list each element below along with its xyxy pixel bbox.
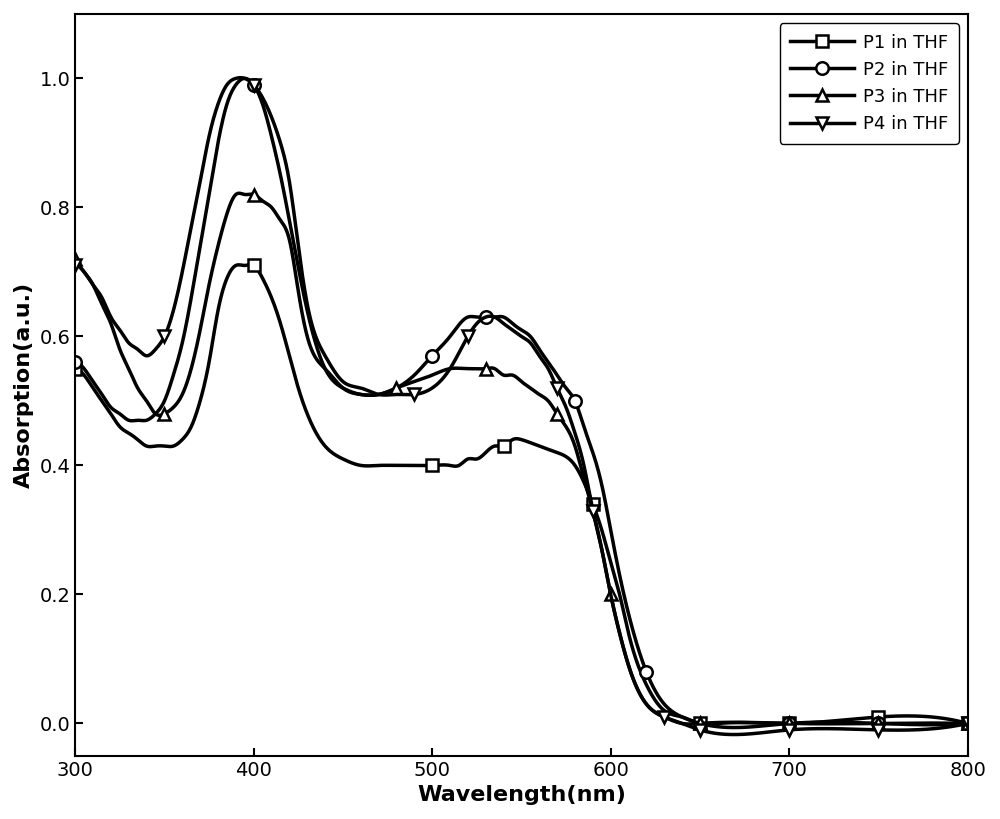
P3 in THF [773,718,785,728]
P2 in THF [480,312,492,322]
P1 in THF [69,364,81,373]
P3 in THF [504,370,516,380]
P4 in THF [773,726,785,735]
P4 in THF [937,723,949,733]
P3 in THF [551,409,563,419]
P3 in THF [872,718,884,728]
P3 in THF [605,590,617,600]
P2 in THF [728,722,740,732]
P1 in THF [872,712,884,722]
P1 in THF [773,718,785,728]
P4 in THF [408,390,420,400]
P1 in THF [936,713,948,723]
P3 in THF [962,718,974,728]
P3 in THF [248,189,260,199]
Line: P4 in THF: P4 in THF [75,78,968,735]
P2 in THF [937,720,949,730]
P1 in THF [694,718,706,728]
P2 in THF [962,718,974,728]
P3 in THF [158,409,170,419]
P1 in THF [937,713,949,723]
P4 in THF [158,332,170,342]
P4 in THF [504,323,516,333]
P3 in THF [233,188,245,198]
P4 in THF [872,725,884,735]
Line: P2 in THF: P2 in THF [75,79,968,727]
P4 in THF [658,712,670,722]
P4 in THF [936,723,948,733]
Line: P4 in THF: P4 in THF [69,79,974,736]
P2 in THF [248,80,260,90]
P1 in THF [115,423,127,432]
P1 in THF [504,437,516,446]
P4 in THF [783,725,795,735]
P1 in THF [962,718,974,728]
P1 in THF [480,447,492,457]
Line: P2 in THF: P2 in THF [69,79,974,730]
Legend: P1 in THF, P2 in THF, P3 in THF, P4 in THF: P1 in THF, P2 in THF, P3 in THF, P4 in T… [780,23,959,143]
Line: P3 in THF: P3 in THF [69,188,974,730]
P1 in THF [426,460,438,470]
P4 in THF [248,80,260,90]
P1 in THF [498,441,510,451]
P2 in THF [936,720,948,730]
P2 in THF [504,316,516,326]
P3 in THF [115,346,127,356]
P2 in THF [773,719,785,729]
P1 in THF [69,364,81,373]
P1 in THF [783,718,795,728]
P2 in THF [239,74,251,84]
P2 in THF [69,357,81,367]
P2 in THF [569,396,581,406]
P2 in THF [962,718,974,728]
P2 in THF [115,410,127,419]
P3 in THF [480,364,492,373]
P3 in THF [962,718,974,728]
Line: P1 in THF: P1 in THF [75,265,968,724]
P3 in THF [783,718,795,728]
P2 in THF [640,667,652,676]
P2 in THF [426,351,438,360]
P4 in THF [962,718,974,728]
P2 in THF [872,718,884,728]
P4 in THF [115,327,127,337]
P3 in THF [69,254,81,264]
P1 in THF [587,500,599,509]
P3 in THF [694,718,706,728]
P2 in THF [69,357,81,367]
P1 in THF [962,718,974,728]
P3 in THF [936,718,948,728]
Line: P1 in THF: P1 in THF [69,259,974,730]
P2 in THF [480,312,492,322]
P2 in THF [783,718,795,728]
P3 in THF [937,718,949,728]
P3 in THF [69,254,81,264]
P4 in THF [551,383,563,393]
P4 in THF [962,718,974,728]
X-axis label: Wavelength(nm): Wavelength(nm) [417,785,626,805]
P4 in THF [69,260,81,270]
P3 in THF [684,719,696,729]
P1 in THF [245,260,257,269]
P3 in THF [390,383,402,393]
P4 in THF [694,725,706,735]
P4 in THF [587,505,599,515]
P1 in THF [701,719,713,729]
P4 in THF [234,73,246,83]
P4 in THF [480,312,492,322]
P4 in THF [69,260,81,270]
P3 in THF [480,364,492,373]
Line: P3 in THF: P3 in THF [75,193,968,724]
P4 in THF [462,332,474,342]
Y-axis label: Absorption(a.u.): Absorption(a.u.) [14,282,34,488]
P1 in THF [248,260,260,270]
P4 in THF [728,730,740,740]
